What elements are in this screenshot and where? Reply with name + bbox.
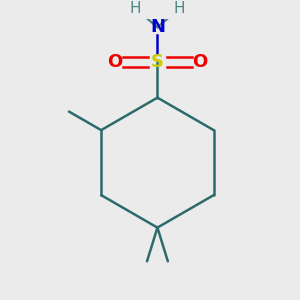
Text: N: N xyxy=(150,18,165,36)
Text: H: H xyxy=(129,1,141,16)
Text: O: O xyxy=(107,53,122,71)
Text: H: H xyxy=(174,1,185,16)
Text: O: O xyxy=(193,53,208,71)
Text: S: S xyxy=(151,53,164,71)
